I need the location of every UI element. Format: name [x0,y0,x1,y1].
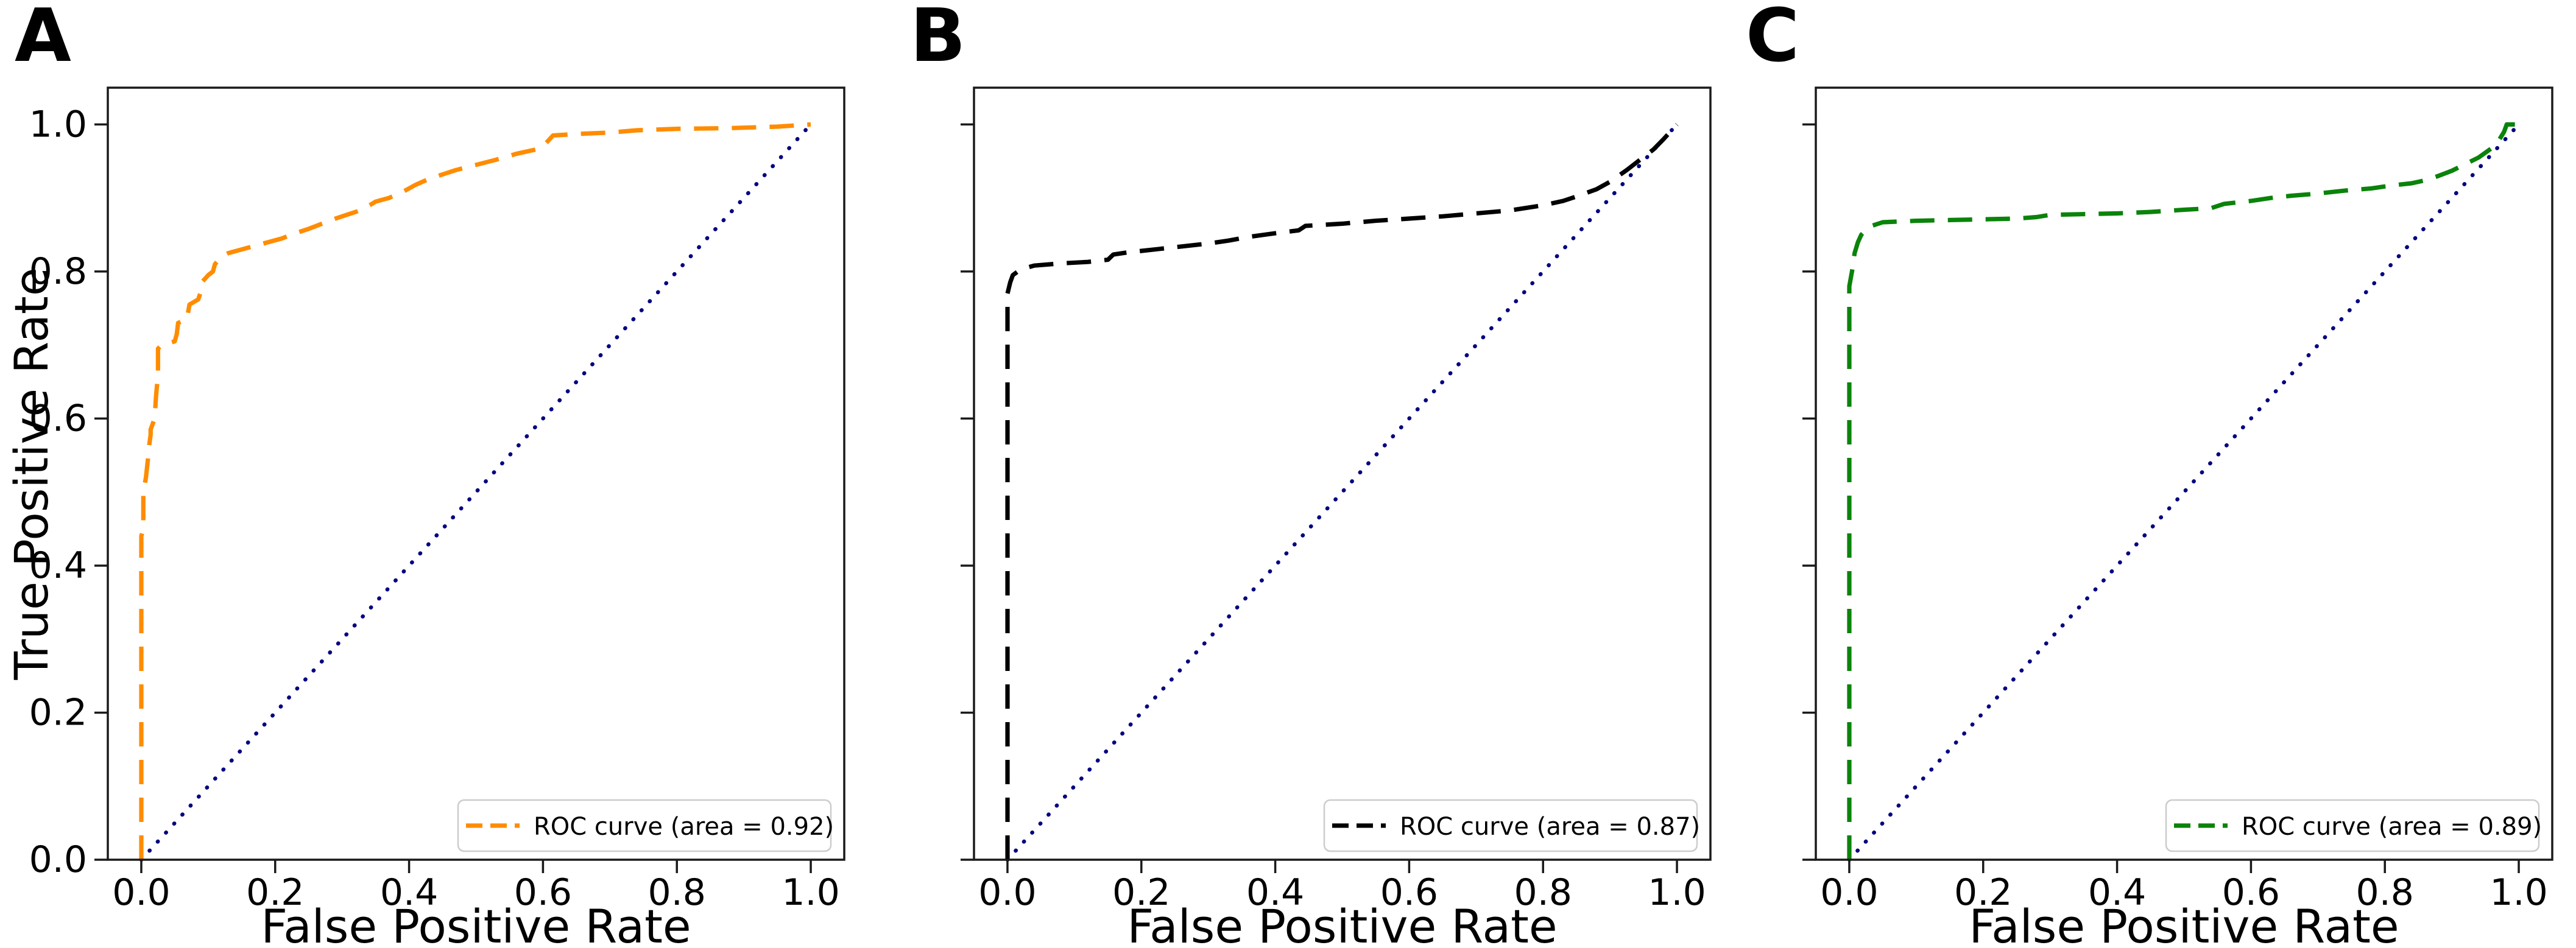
roc-curve-a [139,122,811,860]
x-tick-label-c: 0.6 [2222,871,2280,914]
panel-label-b: B [910,0,966,79]
roc-curve-c [1847,122,2519,860]
x-tick-label-c: 0.0 [1820,871,1878,914]
x-tick-label-b: 0.8 [1514,871,1572,914]
legend-label-a: ROC curve (area = 0.92) [534,813,834,841]
legend-label-b: ROC curve (area = 0.87) [1400,813,1700,841]
x-tick-label-b: 0.2 [1112,871,1170,914]
x-tick-label-c: 1.0 [2490,871,2547,914]
x-tick-label-a: 0.6 [514,871,572,914]
legend-label-c: ROC curve (area = 0.89) [2242,813,2542,841]
chance-diagonal-line-b [1005,122,1679,862]
legend-box-a [457,799,832,852]
legend-box-b [1323,799,1698,852]
y-tick-label-a: 0.2 [29,691,87,734]
y-tick-label-a: 0.4 [29,544,87,587]
x-tick-label-a: 0.8 [648,871,706,914]
x-axis-title-a: False Positive Rate [261,899,691,948]
y-tick-label-a: 0.6 [29,397,87,440]
panel-label-a: A [15,0,71,79]
roc-curve-b [1005,122,1679,860]
x-tick-label-a: 0.4 [380,871,438,914]
x-tick-label-b: 1.0 [1648,871,1706,914]
x-axis-title-b: False Positive Rate [1127,899,1557,948]
legend-box-c [2165,799,2540,852]
y-tick-label-a: 0.8 [29,250,87,293]
x-tick-label-b: 0.6 [1380,871,1438,914]
x-tick-label-a: 0.2 [246,871,304,914]
x-axis-title-c: False Positive Rate [1969,899,2399,948]
chance-diagonal-line-a [139,122,813,862]
axes-frame-c [1815,86,2553,861]
panel-label-c: C [1746,0,1800,79]
x-tick-label-c: 0.4 [2088,871,2146,914]
x-tick-label-b: 0.0 [978,871,1036,914]
x-tick-label-c: 0.8 [2356,871,2414,914]
x-tick-label-b: 0.4 [1246,871,1304,914]
chance-diagonal-line-c [1847,122,2521,862]
x-tick-label-a: 1.0 [782,871,839,914]
x-tick-label-a: 0.0 [112,871,170,914]
y-tick-label-a: 1.0 [29,103,87,146]
axes-frame-a [107,86,845,861]
x-tick-label-c: 0.2 [1954,871,2012,914]
y-tick-label-a: 0.0 [29,838,87,881]
y-axis-title-a: True Positive Rate [4,268,58,681]
axes-frame-b [973,86,1712,861]
